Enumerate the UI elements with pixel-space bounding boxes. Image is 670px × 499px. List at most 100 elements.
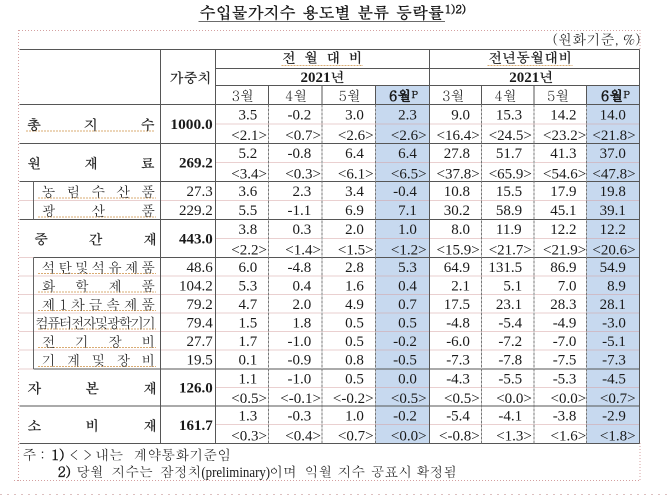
- svg-text:48.6: 48.6: [186, 260, 213, 276]
- svg-text:5.3: 5.3: [398, 260, 417, 276]
- svg-text:-3.0: -3.0: [602, 315, 626, 331]
- svg-text:229.2: 229.2: [179, 203, 213, 219]
- svg-text:10.8: 10.8: [444, 184, 470, 200]
- svg-text:4.7: 4.7: [239, 297, 258, 313]
- svg-text:5.5: 5.5: [239, 203, 258, 219]
- svg-text:-4.9: -4.9: [553, 315, 577, 331]
- svg-text:1000.0: 1000.0: [170, 117, 212, 133]
- svg-text:11.9: 11.9: [496, 222, 522, 238]
- svg-text:1.3: 1.3: [239, 409, 258, 425]
- svg-text:-0.2: -0.2: [393, 334, 417, 350]
- svg-text:269.2: 269.2: [179, 156, 213, 172]
- svg-text:2.3: 2.3: [398, 108, 417, 124]
- svg-text:104.2: 104.2: [179, 278, 213, 294]
- svg-text:58.9: 58.9: [496, 203, 522, 219]
- svg-text:64.9: 64.9: [444, 260, 470, 276]
- svg-text:-4.8: -4.8: [446, 315, 470, 331]
- svg-text:14.2: 14.2: [550, 108, 576, 124]
- svg-text:2021: 2021: [301, 70, 331, 86]
- svg-text:-7.5: -7.5: [553, 353, 577, 369]
- svg-text:-1.0: -1.0: [288, 371, 312, 387]
- svg-text:0.1: 0.1: [239, 353, 258, 369]
- svg-text:-7.2: -7.2: [498, 334, 522, 350]
- svg-text:<23.2>: <23.2>: [543, 128, 586, 144]
- svg-text:6.4: 6.4: [345, 146, 364, 162]
- svg-text:-5.1: -5.1: [602, 334, 626, 350]
- svg-text:6.4: 6.4: [398, 146, 417, 162]
- svg-text:-0.4: -0.4: [393, 184, 417, 200]
- svg-text:2.8: 2.8: [345, 260, 364, 276]
- svg-text:2021: 2021: [509, 70, 539, 86]
- svg-text:3.0: 3.0: [345, 108, 364, 124]
- svg-text:-4.8: -4.8: [288, 260, 312, 276]
- svg-text:39.1: 39.1: [600, 203, 626, 219]
- svg-text:<21.8>: <21.8>: [592, 128, 635, 144]
- svg-text:<0.7>: <0.7>: [600, 391, 636, 407]
- svg-text:0.3: 0.3: [293, 222, 312, 238]
- svg-text:-7.0: -7.0: [553, 334, 577, 350]
- svg-text:27.7: 27.7: [186, 334, 213, 350]
- svg-text:27.3: 27.3: [186, 184, 212, 200]
- svg-text:2.1: 2.1: [451, 278, 470, 294]
- svg-text:1.0: 1.0: [398, 222, 417, 238]
- svg-text:14.0: 14.0: [600, 108, 626, 124]
- svg-text:2.0: 2.0: [293, 297, 312, 313]
- svg-text:0.8: 0.8: [345, 353, 364, 369]
- svg-text:<0.7>: <0.7>: [338, 429, 374, 445]
- svg-text:<0.7>: <0.7>: [285, 128, 321, 144]
- svg-text:-7.3: -7.3: [602, 353, 626, 369]
- svg-text:1.5: 1.5: [239, 315, 258, 331]
- svg-text:-0.2: -0.2: [393, 409, 417, 425]
- svg-text:<0.0>: <0.0>: [391, 429, 427, 445]
- svg-text:-7.3: -7.3: [446, 353, 470, 369]
- svg-text:0.4: 0.4: [398, 278, 417, 294]
- svg-text:<65.9>: <65.9>: [489, 166, 532, 182]
- svg-text:<6.1>: <6.1>: [338, 166, 374, 182]
- svg-text:<3.4>: <3.4>: [231, 166, 267, 182]
- svg-text:1.8: 1.8: [293, 315, 312, 331]
- svg-text:-4.3: -4.3: [446, 371, 470, 387]
- svg-text:(preliminary): (preliminary): [201, 465, 270, 481]
- svg-text:0.5: 0.5: [345, 371, 364, 387]
- svg-text:<54.6>: <54.6>: [543, 166, 586, 182]
- svg-text:45.1: 45.1: [550, 203, 576, 219]
- svg-text:12.2: 12.2: [550, 222, 576, 238]
- svg-text:<1.3>: <1.3>: [496, 429, 532, 445]
- svg-text:17.9: 17.9: [550, 184, 576, 200]
- svg-text:1.1: 1.1: [239, 371, 258, 387]
- svg-text:-0.3: -0.3: [288, 409, 312, 425]
- svg-text:<0.5>: <0.5>: [391, 391, 427, 407]
- svg-text:<2.6>: <2.6>: [391, 128, 427, 144]
- svg-text:<-0.2>: <-0.2>: [333, 391, 374, 407]
- svg-text:<0.0>: <0.0>: [496, 391, 532, 407]
- svg-text:-0.8: -0.8: [288, 146, 312, 162]
- svg-text:0.5: 0.5: [345, 315, 364, 331]
- svg-text:8.9: 8.9: [607, 278, 626, 294]
- svg-text:<2.1>: <2.1>: [231, 128, 267, 144]
- svg-text:0.0: 0.0: [398, 371, 417, 387]
- svg-text:51.7: 51.7: [496, 146, 523, 162]
- svg-text:17.5: 17.5: [444, 297, 470, 313]
- svg-text:<1.5>: <1.5>: [338, 242, 374, 258]
- svg-text:30.2: 30.2: [444, 203, 470, 219]
- svg-text:15.5: 15.5: [496, 184, 522, 200]
- svg-text:1.0: 1.0: [345, 409, 364, 425]
- svg-text:<16.4>: <16.4>: [437, 128, 480, 144]
- svg-text:0.5: 0.5: [398, 315, 417, 331]
- svg-text:41.3: 41.3: [550, 146, 576, 162]
- svg-text:<-0.8>: <-0.8>: [439, 429, 480, 445]
- svg-text:<20.6>: <20.6>: [592, 242, 635, 258]
- svg-text:3.4: 3.4: [345, 184, 364, 200]
- svg-text:7.0: 7.0: [558, 278, 577, 294]
- svg-text:<1.8>: <1.8>: [600, 429, 636, 445]
- svg-text:<1.4>: <1.4>: [285, 242, 321, 258]
- svg-text:5.2: 5.2: [239, 146, 258, 162]
- svg-text:<21.7>: <21.7>: [489, 242, 532, 258]
- svg-text:28.3: 28.3: [550, 297, 576, 313]
- svg-text:-3.8: -3.8: [553, 409, 577, 425]
- svg-text:6.0: 6.0: [239, 260, 258, 276]
- svg-text:-0.2: -0.2: [288, 108, 312, 124]
- svg-text:-4.5: -4.5: [602, 371, 626, 387]
- svg-text:-4.1: -4.1: [498, 409, 522, 425]
- svg-text:-5.5: -5.5: [498, 371, 522, 387]
